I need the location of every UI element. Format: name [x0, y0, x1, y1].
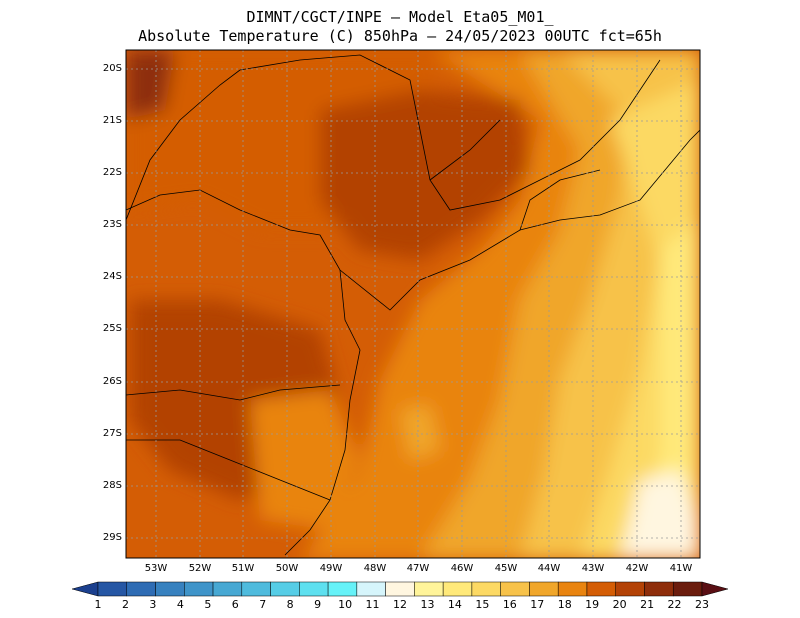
lat-label: 28S — [102, 480, 122, 491]
lat-label: 24S — [102, 271, 122, 282]
colorbar-swatch — [672, 581, 703, 597]
colorbar-swatch — [471, 581, 501, 597]
lat-label: 22S — [102, 167, 122, 178]
colorbar-label: 6 — [231, 598, 239, 611]
boundaries — [126, 54, 700, 556]
colorbar-swatch — [414, 581, 444, 597]
lon-label: 46W — [450, 563, 474, 574]
colorbar-swatch — [299, 581, 329, 597]
lon-label: 43W — [581, 563, 605, 574]
colorbar-swatch — [701, 581, 729, 597]
colorbar-label: 19 — [585, 598, 600, 611]
colorbar-swatch — [327, 581, 358, 597]
colorbar-swatch — [557, 581, 588, 597]
lat-label: 20S — [102, 63, 122, 74]
colorbar-label: 17 — [530, 598, 545, 611]
colorbar-label: 2 — [121, 598, 129, 611]
colorbar-swatch — [97, 581, 128, 597]
lon-label: 41W — [669, 563, 693, 574]
lat-label: 21S — [102, 115, 122, 126]
lat-label: 25S — [102, 323, 122, 334]
colorbar-label: 9 — [314, 598, 322, 611]
colorbar-label: 7 — [259, 598, 267, 611]
map-title: DIMNT/CGCT/INPE – Model Eta05_M01_ — [246, 8, 554, 26]
colorbar-label: 21 — [640, 598, 655, 611]
colorbar-swatch — [356, 581, 386, 597]
lon-label: 50W — [275, 563, 299, 574]
colorbar-swatch — [644, 581, 674, 597]
lon-label: 42W — [625, 563, 649, 574]
colorbar-swatch — [586, 581, 616, 597]
lon-label: 48W — [363, 563, 387, 574]
colorbar-label: 20 — [612, 598, 627, 611]
colorbar-label: 23 — [695, 598, 709, 611]
colorbar-swatch — [500, 581, 530, 597]
lat-label: 29S — [102, 532, 122, 543]
lon-label: 45W — [494, 563, 518, 574]
colorbar-swatch — [270, 581, 300, 597]
colorbar-swatch — [126, 581, 156, 597]
colorbar-label: 14 — [447, 598, 462, 611]
lat-label: 27S — [102, 428, 122, 439]
temperature-field — [126, 50, 700, 558]
colorbar-label: 10 — [338, 598, 353, 611]
colorbar-label: 22 — [667, 598, 682, 611]
colorbar-swatch — [71, 581, 99, 597]
lon-label: 52W — [188, 563, 212, 574]
grid — [126, 50, 700, 558]
lon-label: 47W — [406, 563, 430, 574]
lat-label: 26S — [102, 376, 122, 387]
colorbar-swatch — [385, 581, 415, 597]
colorbar-label: 15 — [475, 598, 490, 611]
map-frame — [125, 49, 701, 559]
colorbar-label: 5 — [204, 598, 212, 611]
colorbar-swatch — [529, 581, 559, 597]
colorbar-label: 12 — [393, 598, 407, 611]
colorbar-label: 18 — [557, 598, 572, 611]
colorbar-swatch — [155, 581, 185, 597]
colorbar-label: 11 — [365, 598, 380, 611]
colorbar-label: 3 — [149, 598, 157, 611]
lon-label: 49W — [319, 563, 343, 574]
colorbar-swatch — [241, 581, 271, 597]
colorbar-label: 1 — [94, 598, 102, 611]
colorbar-label: 13 — [420, 598, 435, 611]
colorbar-label: 16 — [502, 598, 517, 611]
lon-label: 53W — [144, 563, 168, 574]
colorbar-swatch — [212, 581, 243, 597]
colorbar-swatch — [442, 581, 473, 597]
lon-label: 44W — [537, 563, 561, 574]
colorbar-swatch — [615, 581, 645, 597]
lon-label: 51W — [231, 563, 255, 574]
colorbar — [71, 581, 729, 597]
colorbar-swatch — [184, 581, 214, 597]
lat-label: 23S — [102, 219, 122, 230]
map-subtitle: Absolute Temperature (C) 850hPa – 24/05/… — [138, 27, 662, 45]
colorbar-label: 4 — [176, 598, 184, 611]
colorbar-label: 8 — [286, 598, 294, 611]
